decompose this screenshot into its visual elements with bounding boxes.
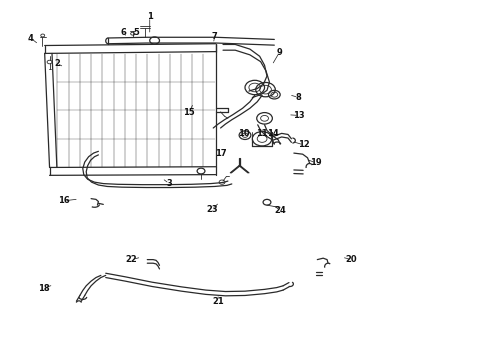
Text: 20: 20 xyxy=(346,255,357,264)
Text: 23: 23 xyxy=(206,205,218,214)
Text: 8: 8 xyxy=(296,93,302,102)
Text: 3: 3 xyxy=(167,179,172,188)
Text: 18: 18 xyxy=(38,284,49,293)
Text: 22: 22 xyxy=(126,255,138,264)
Text: 13: 13 xyxy=(293,111,305,120)
Text: 6: 6 xyxy=(121,28,127,37)
Text: 11: 11 xyxy=(256,129,268,138)
Text: 1: 1 xyxy=(147,12,153,21)
Text: 10: 10 xyxy=(238,129,249,138)
Text: 17: 17 xyxy=(215,149,226,158)
Text: 4: 4 xyxy=(28,34,34,43)
Text: 24: 24 xyxy=(274,206,286,215)
Text: 7: 7 xyxy=(212,32,218,41)
Text: 14: 14 xyxy=(268,129,279,138)
Text: 2: 2 xyxy=(54,59,60,68)
Text: 19: 19 xyxy=(310,158,321,167)
Text: 5: 5 xyxy=(134,28,140,37)
Text: 16: 16 xyxy=(58,196,70,205)
Text: 21: 21 xyxy=(212,297,224,306)
Text: 15: 15 xyxy=(183,108,195,117)
Text: 9: 9 xyxy=(276,48,282,57)
Text: 12: 12 xyxy=(298,140,310,149)
